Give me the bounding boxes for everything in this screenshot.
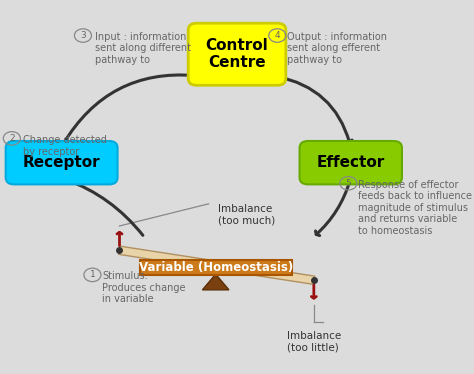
Text: Effector: Effector	[317, 155, 385, 170]
Text: 5: 5	[346, 179, 351, 188]
Text: 2: 2	[9, 134, 15, 143]
Text: Input : information
sent along different
pathway to: Input : information sent along different…	[95, 32, 191, 65]
Polygon shape	[118, 246, 315, 284]
FancyBboxPatch shape	[188, 23, 286, 85]
FancyBboxPatch shape	[300, 141, 402, 184]
Text: Control
Centre: Control Centre	[206, 38, 268, 70]
Text: Imbalance
(too much): Imbalance (too much)	[218, 204, 275, 226]
Text: Response of effector
feeds back to influence
magnitude of stimulus
and returns v: Response of effector feeds back to influ…	[358, 180, 472, 236]
Text: Change detected
by receptor: Change detected by receptor	[23, 135, 107, 157]
Text: Imbalance
(too little): Imbalance (too little)	[287, 331, 341, 353]
Text: 1: 1	[90, 270, 95, 279]
Text: 3: 3	[80, 31, 86, 40]
Text: Output : information
sent along efferent
pathway to: Output : information sent along efferent…	[287, 32, 387, 65]
Text: Receptor: Receptor	[23, 155, 100, 170]
Text: 4: 4	[274, 31, 280, 40]
Polygon shape	[202, 274, 229, 290]
FancyBboxPatch shape	[6, 141, 118, 184]
Text: Stimulus:
Produces change
in variable: Stimulus: Produces change in variable	[102, 271, 185, 304]
Text: Variable (Homeostasis): Variable (Homeostasis)	[138, 261, 293, 274]
FancyBboxPatch shape	[140, 260, 292, 275]
